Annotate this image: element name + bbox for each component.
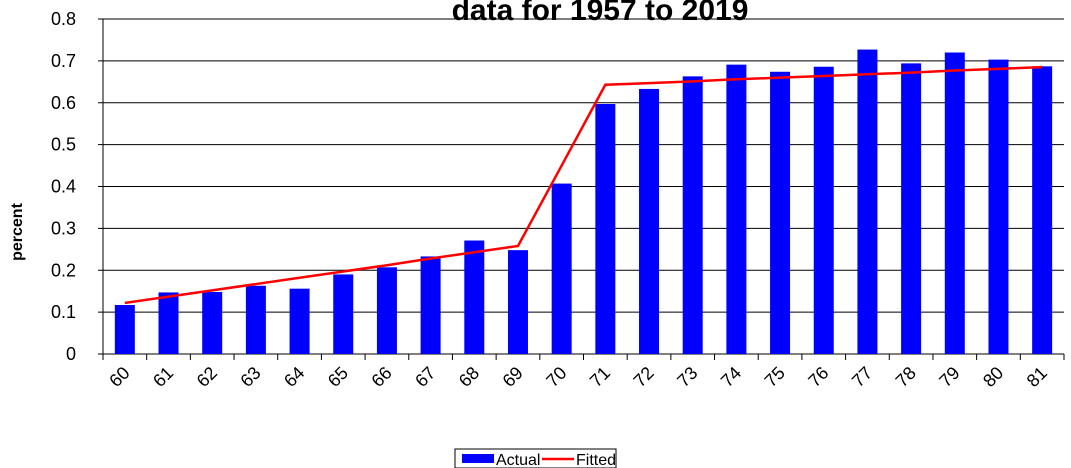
x-tick-label: 67 <box>411 363 439 391</box>
bar <box>289 288 310 354</box>
x-tick-label: 80 <box>979 363 1007 391</box>
x-tick-label: 68 <box>455 363 483 391</box>
x-tick-label: 70 <box>542 363 570 391</box>
x-tick-label: 71 <box>586 363 614 391</box>
y-tick-label: 0.7 <box>51 51 76 71</box>
x-tick-label: 72 <box>630 363 658 391</box>
legend-label: Fitted <box>576 452 616 468</box>
legend-swatch <box>462 454 494 463</box>
x-tick-label: 81 <box>1023 363 1051 391</box>
bar <box>114 305 135 354</box>
y-axis-label: percent <box>9 202 26 260</box>
bar <box>813 66 834 355</box>
bar <box>245 285 266 354</box>
chart-title: data for 1957 to 2019 <box>452 0 749 27</box>
legend-box <box>454 448 617 468</box>
bar <box>988 59 1009 355</box>
bar <box>857 49 878 354</box>
y-tick-label: 0.5 <box>51 135 76 155</box>
bar <box>333 274 354 354</box>
x-tick-label: 60 <box>105 363 133 391</box>
bar <box>944 52 965 354</box>
x-tick-label: 74 <box>717 363 745 391</box>
x-tick-label: 79 <box>935 363 963 391</box>
y-tick-label: 0.2 <box>51 260 76 280</box>
x-tick-label: 69 <box>498 363 526 391</box>
x-tick-label: 75 <box>761 363 789 391</box>
bar <box>507 250 528 354</box>
bar <box>770 71 791 354</box>
y-tick-label: 0.3 <box>51 218 76 238</box>
x-tick-label: 61 <box>149 363 177 391</box>
y-tick-label: 0.4 <box>51 177 76 197</box>
x-tick-label: 78 <box>892 363 920 391</box>
y-tick-label: 0.6 <box>51 93 76 113</box>
bar <box>595 104 616 354</box>
y-tick-label: 0.1 <box>51 302 76 322</box>
fitted-line <box>124 65 1043 305</box>
bar <box>202 292 223 354</box>
bar <box>420 256 441 354</box>
x-tick-label: 73 <box>673 363 701 391</box>
legend-label: Actual <box>496 452 540 468</box>
x-tick-label: 63 <box>236 363 264 391</box>
y-tick-label: 0.8 <box>51 9 76 29</box>
bar <box>1032 66 1053 354</box>
bar <box>158 292 179 354</box>
y-tick-label: 0 <box>66 344 76 364</box>
bar <box>682 76 703 355</box>
x-tick-label: 66 <box>367 363 395 391</box>
bar <box>551 183 572 354</box>
bar <box>901 63 922 354</box>
bar <box>726 64 747 355</box>
bar <box>464 240 485 354</box>
x-tick-label: 77 <box>848 363 876 391</box>
x-tick-label: 65 <box>324 363 352 391</box>
bar <box>376 267 397 354</box>
x-tick-label: 62 <box>193 363 221 391</box>
x-tick-label: 64 <box>280 363 308 391</box>
bar <box>639 88 660 355</box>
x-tick-label: 76 <box>804 363 832 391</box>
